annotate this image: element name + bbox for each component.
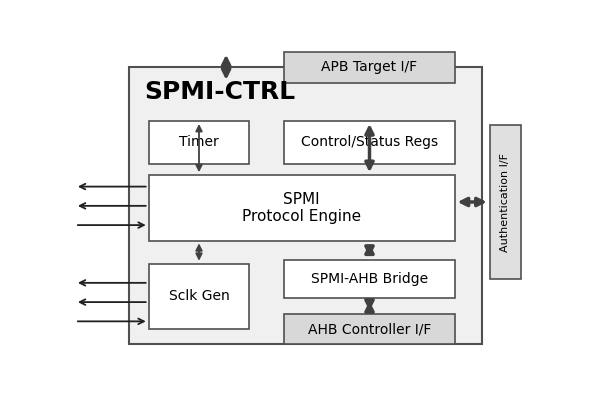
Bar xyxy=(284,260,455,298)
Bar xyxy=(490,125,521,279)
Text: Sclk Gen: Sclk Gen xyxy=(169,289,229,303)
Bar xyxy=(149,121,250,164)
Bar xyxy=(149,175,455,240)
Bar xyxy=(149,264,250,329)
Bar xyxy=(129,67,482,344)
Bar xyxy=(284,314,455,344)
Text: SPMI
Protocol Engine: SPMI Protocol Engine xyxy=(242,192,361,224)
Text: Control/Status Regs: Control/Status Regs xyxy=(301,135,438,149)
Text: SPMI-CTRL: SPMI-CTRL xyxy=(145,80,296,104)
Text: AHB Controller I/F: AHB Controller I/F xyxy=(308,322,431,336)
Text: SPMI-AHB Bridge: SPMI-AHB Bridge xyxy=(311,272,428,286)
Bar xyxy=(284,121,455,164)
Text: APB Target I/F: APB Target I/F xyxy=(322,60,418,74)
Bar xyxy=(284,52,455,83)
Text: Timer: Timer xyxy=(179,135,219,149)
Text: Authentication I/F: Authentication I/F xyxy=(500,152,510,252)
